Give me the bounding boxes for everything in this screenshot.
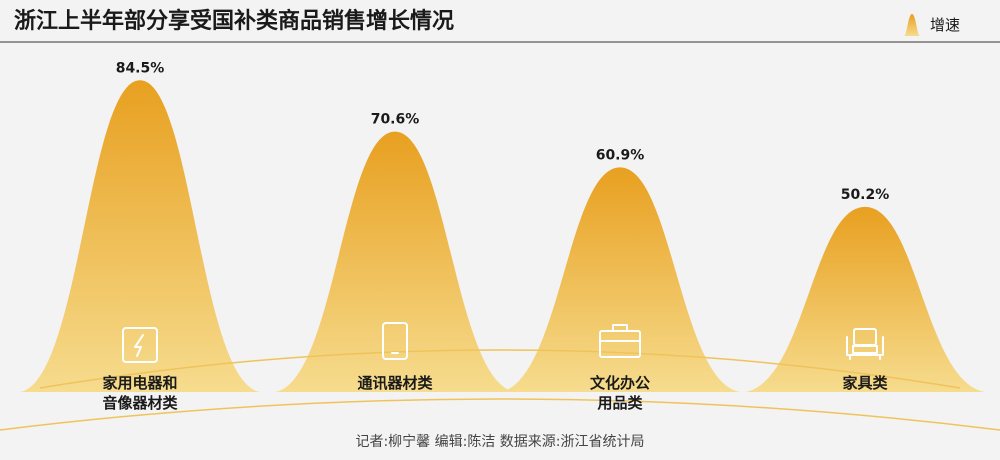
legend: 增速: [904, 14, 960, 36]
data-label: 60.9%: [596, 147, 645, 163]
footer-arc: [0, 398, 1000, 431]
footer-credits: 记者:柳宁馨 编辑:陈洁 数据来源:浙江省统计局: [355, 433, 644, 450]
briefcase-icon: [599, 324, 641, 358]
chart-title: 浙江上半年部分享受国补类商品销售增长情况: [14, 8, 454, 34]
category-label: 音像器材类: [102, 394, 178, 412]
category-label: 通讯器材类: [357, 374, 433, 392]
peak-3: [500, 167, 740, 392]
data-label: 50.2%: [841, 187, 890, 203]
armchair-icon: [846, 328, 884, 360]
category-label: 家具类: [842, 374, 888, 392]
legend-label: 增速: [930, 16, 960, 34]
category-label: 文化办公: [590, 374, 650, 392]
peaks: [20, 80, 985, 393]
data-label: 70.6%: [371, 112, 420, 128]
peak-1: [20, 80, 260, 393]
peak-2: [275, 131, 515, 392]
legend-swatch: [904, 14, 920, 36]
category-label: 家用电器和: [102, 374, 177, 392]
tablet-icon: [382, 322, 408, 360]
data-label: 84.5%: [116, 60, 165, 76]
lightning-icon: [122, 327, 158, 363]
baseline-arc: [39, 349, 961, 389]
peak-4: [745, 206, 985, 392]
category-label: 用品类: [597, 394, 643, 412]
